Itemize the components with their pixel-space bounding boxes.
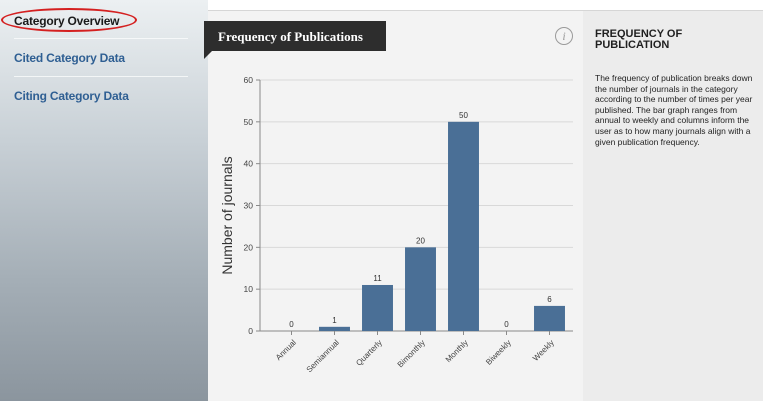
chart-panel: 0 10 20 30 40 50 60 Number of journals 0 Annual 1 S…	[204, 10, 583, 401]
description-body: The frequency of publication breaks down…	[595, 73, 753, 147]
y-tick-label: 20	[244, 242, 254, 252]
x-tick-label: Monthly	[444, 338, 470, 364]
data-label: 0	[289, 320, 294, 329]
y-tick-label: 0	[248, 326, 253, 336]
bar-monthly	[448, 121, 479, 331]
sidebar-item-category-overview[interactable]: Category Overview	[14, 14, 120, 28]
x-tick-label: Weekly	[531, 338, 556, 363]
bar-quarterly	[362, 284, 393, 331]
bar-semiannual	[319, 326, 350, 331]
data-label: 20	[416, 236, 425, 245]
x-tick-label: Annual	[274, 338, 298, 362]
bar-weekly	[534, 305, 565, 331]
bar-bimonthly	[405, 247, 436, 331]
sidebar-item-citing-category-data[interactable]: Citing Category Data	[14, 89, 129, 103]
data-label: 1	[332, 316, 337, 325]
title-notch	[204, 51, 212, 59]
data-label: 11	[373, 274, 382, 283]
chart-title: Frequency of Publications	[204, 21, 386, 51]
y-tick-label: 30	[244, 201, 254, 211]
data-label: 0	[504, 320, 509, 329]
y-tick-label: 40	[244, 159, 254, 169]
x-tick-label: Biweekly	[484, 338, 513, 367]
y-tick-label: 50	[244, 117, 254, 127]
sidebar-divider	[14, 38, 188, 39]
x-tick-label: Quarterly	[354, 338, 384, 368]
x-tick-label: Semiannual	[305, 338, 341, 374]
description-heading: FREQUENCY OF PUBLICATION	[595, 28, 683, 51]
description-panel: FREQUENCY OF PUBLICATION The frequency o…	[583, 10, 763, 401]
info-icon[interactable]: i	[555, 27, 573, 45]
sidebar-divider	[14, 76, 188, 77]
data-label: 50	[459, 111, 468, 120]
y-tick-label: 10	[244, 284, 254, 294]
sidebar-item-cited-category-data[interactable]: Cited Category Data	[14, 51, 125, 65]
x-tick-label: Bimonthly	[396, 338, 427, 369]
sidebar-nav: Category Overview Cited Category Data Ci…	[0, 0, 208, 401]
y-axis-label: Number of journals	[219, 156, 235, 274]
y-tick-label: 60	[244, 75, 254, 85]
data-label: 6	[547, 295, 552, 304]
